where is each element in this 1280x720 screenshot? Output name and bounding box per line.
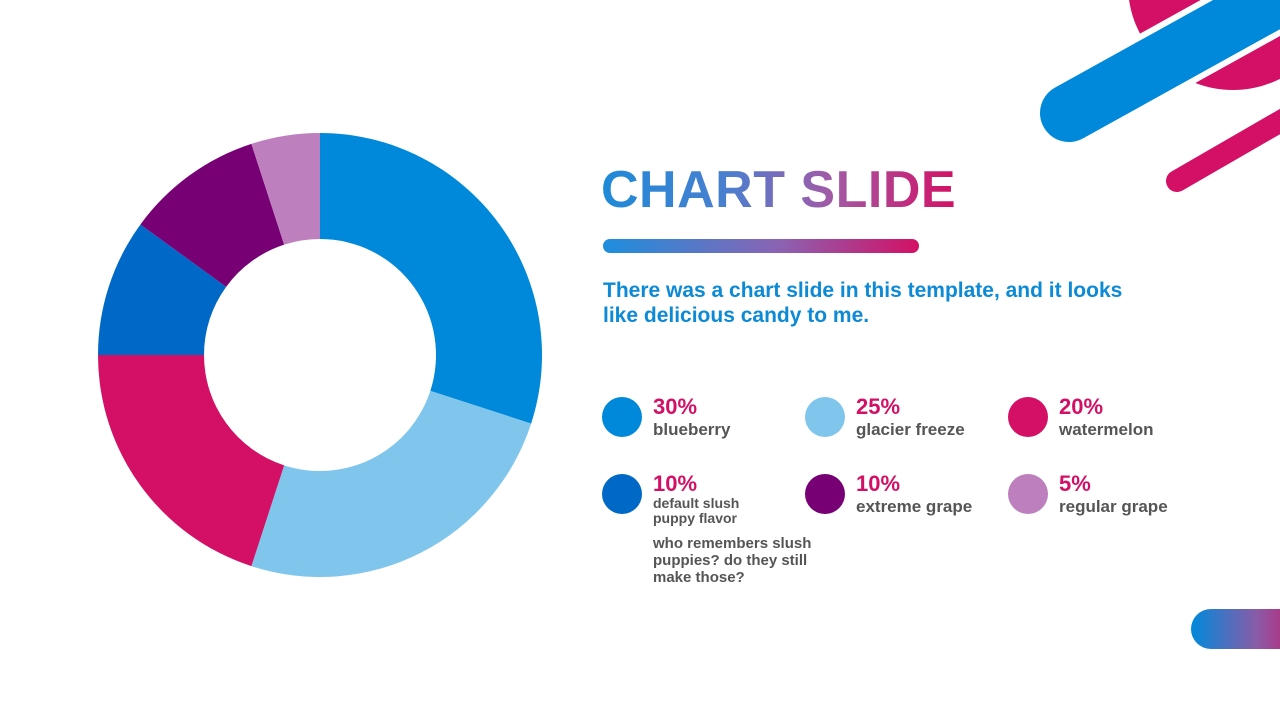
legend-label: default slush puppy flavor [653,495,740,526]
title-underline-bar [603,239,919,253]
donut-chart [98,133,542,577]
donut-slice-blueberry [320,133,542,424]
donut-slice-extreme-grape [140,143,285,287]
decorative-pink-pill [1161,76,1280,197]
legend-label: glacier freeze [856,420,965,439]
legend-label: regular grape [1059,497,1168,516]
legend-percent: 20% [1059,394,1104,419]
slide-subtitle: There was a chart slide in this template… [603,279,1123,327]
legend-dot [602,474,642,514]
legend-percent: 5% [1059,471,1091,496]
legend-dot [602,397,642,437]
donut-slice-glacier-freeze [251,390,532,577]
donut-slice-regular-grape [251,133,320,245]
slide-title: CHART SLIDE [601,161,957,219]
legend-label: extreme grape [856,497,973,516]
legend-label: blueberry [653,420,731,439]
donut-slice-default-slush-puppy-flavor [98,224,227,355]
legend-dot [1008,397,1048,437]
legend-percent: 30% [653,394,698,419]
donut-slice-watermelon [98,355,285,567]
legend-dot [1008,474,1048,514]
decorative-gradient-tab [1191,609,1280,649]
legend-label: watermelon [1059,420,1154,439]
legend-percent: 25% [856,394,901,419]
legend-percent: 10% [653,471,698,496]
legend-percent: 10% [856,471,901,496]
footnote-text: who remembers slush puppies? do they sti… [653,535,812,586]
legend-dot [805,474,845,514]
legend-dot [805,397,845,437]
